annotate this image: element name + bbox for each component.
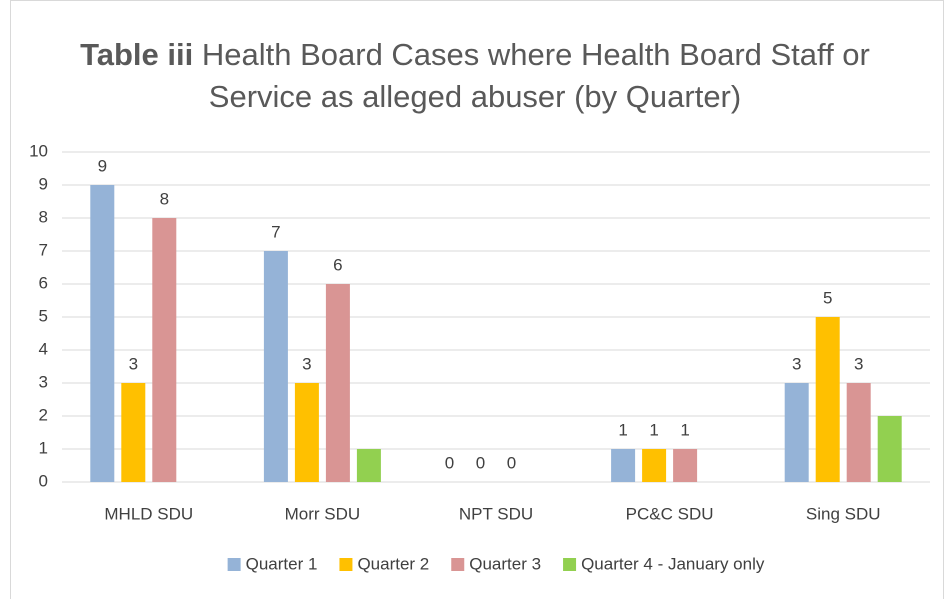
bar (815, 317, 840, 482)
chart-title: Table iii Health Board Cases where Healt… (60, 34, 890, 118)
data-label: 0 (445, 453, 454, 472)
y-tick-label: 10 (29, 141, 48, 160)
x-tick-label: MHLD SDU (104, 504, 193, 523)
bar (784, 383, 809, 482)
legend-swatch (563, 558, 577, 571)
y-tick-label: 8 (39, 207, 48, 226)
legend-label: Quarter 1 (246, 554, 318, 573)
data-label: 9 (98, 156, 107, 175)
data-label: 3 (854, 354, 863, 373)
x-tick-label: PC&C SDU (626, 504, 714, 523)
y-tick-label: 7 (39, 240, 48, 259)
x-tick-label: Morr SDU (285, 504, 361, 523)
data-label: 8 (160, 189, 169, 208)
bar (611, 449, 636, 482)
bar (152, 218, 177, 482)
data-label: 1 (649, 420, 658, 439)
y-tick-label: 2 (39, 405, 48, 424)
chart-border (10, 0, 944, 599)
y-tick-label: 4 (39, 339, 48, 358)
legend-label: Quarter 4 - January only (581, 554, 765, 573)
bar (846, 383, 871, 482)
x-tick-label: Sing SDU (806, 504, 881, 523)
y-tick-label: 3 (39, 372, 48, 391)
bar (673, 449, 698, 482)
bar (356, 449, 381, 482)
data-label: 0 (476, 453, 485, 472)
data-label: 7 (271, 222, 280, 241)
y-tick-label: 5 (39, 306, 48, 325)
bar (642, 449, 667, 482)
y-tick-label: 1 (39, 438, 48, 457)
legend-swatch (339, 558, 353, 571)
data-label: 0 (507, 453, 516, 472)
x-tick-label: NPT SDU (459, 504, 533, 523)
data-label: 1 (618, 420, 627, 439)
legend-label: Quarter 3 (469, 554, 541, 573)
data-label: 3 (792, 354, 801, 373)
data-label: 3 (302, 354, 311, 373)
title-bold: Table iii (80, 37, 194, 72)
y-tick-label: 6 (39, 273, 48, 292)
bar (90, 185, 115, 482)
data-label: 5 (823, 288, 832, 307)
data-label: 1 (680, 420, 689, 439)
legend-swatch (451, 558, 465, 571)
bar (294, 383, 319, 482)
data-label: 6 (333, 255, 342, 274)
bar (263, 251, 288, 482)
legend-swatch (227, 558, 241, 571)
y-tick-label: 0 (39, 471, 48, 490)
title-text: Health Board Cases where Health Board St… (201, 37, 870, 114)
legend-label: Quarter 2 (357, 554, 429, 573)
y-tick-label: 9 (39, 174, 48, 193)
bar (121, 383, 146, 482)
bar (877, 416, 902, 482)
data-label: 3 (129, 354, 138, 373)
bar (325, 284, 350, 482)
